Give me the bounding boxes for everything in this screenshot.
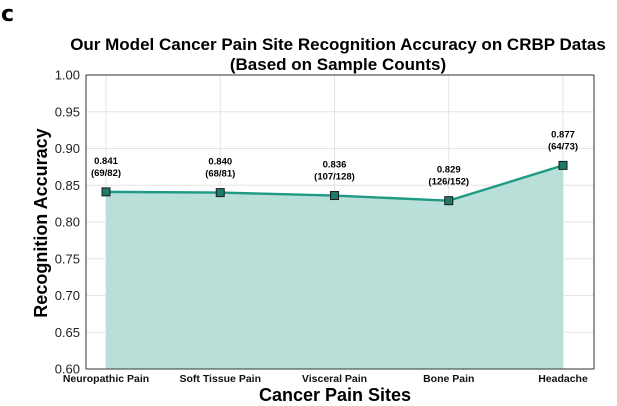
data-value-label: 0.836	[323, 160, 347, 171]
data-value-label: 0.840	[208, 157, 232, 168]
chart-title-line-2: (Based on Sample Counts)	[230, 55, 446, 74]
data-count-label: (69/82)	[91, 168, 121, 179]
y-tick-label: 0.80	[55, 215, 80, 230]
data-count-label: (64/73)	[548, 141, 578, 152]
y-tick-label: 0.60	[55, 362, 80, 377]
series-area-fill	[106, 165, 563, 369]
y-tick-label: 0.70	[55, 288, 80, 303]
data-value-label: 0.829	[437, 165, 461, 176]
plot-area: 0.60 0.65 0.70 0.75 0.80 0.85 0.90 0.95 1.00 0.84…	[55, 68, 595, 385]
x-tick-label: Neuropathic Pain	[63, 373, 149, 385]
y-tick-label: 0.85	[55, 178, 80, 193]
plot-frame	[85, 74, 595, 370]
x-tick-label: Bone Pain	[423, 373, 474, 385]
data-point-marker	[444, 196, 454, 206]
panel-label: c	[1, 2, 14, 27]
x-tick-label: Soft Tissue Pain	[180, 373, 262, 385]
x-axis-label: Cancer Pain Sites	[259, 385, 411, 405]
y-tick-label: 1.00	[55, 68, 80, 83]
data-point-marker	[101, 187, 111, 197]
y-tick-label: 0.95	[55, 104, 80, 119]
y-tick-label: 0.75	[55, 251, 80, 266]
data-point-marker	[558, 160, 568, 170]
data-point-marker	[215, 188, 225, 198]
data-count-label: (126/152)	[428, 177, 469, 188]
y-tick-label: 0.65	[55, 325, 80, 340]
data-value-label: 0.841	[94, 156, 118, 167]
x-tick-label: Headache	[538, 373, 588, 385]
data-count-label: (68/81)	[205, 169, 235, 180]
chart-title-line-1: Our Model Cancer Pain Site Recognition A…	[70, 35, 606, 54]
y-tick-label: 0.90	[55, 141, 80, 156]
data-value-label: 0.877	[551, 129, 575, 140]
data-count-label: (107/128)	[314, 172, 355, 183]
data-point-marker	[330, 191, 339, 201]
y-axis-label: Recognition Accuracy	[31, 128, 51, 317]
x-tick-label: Visceral Pain	[302, 373, 367, 385]
